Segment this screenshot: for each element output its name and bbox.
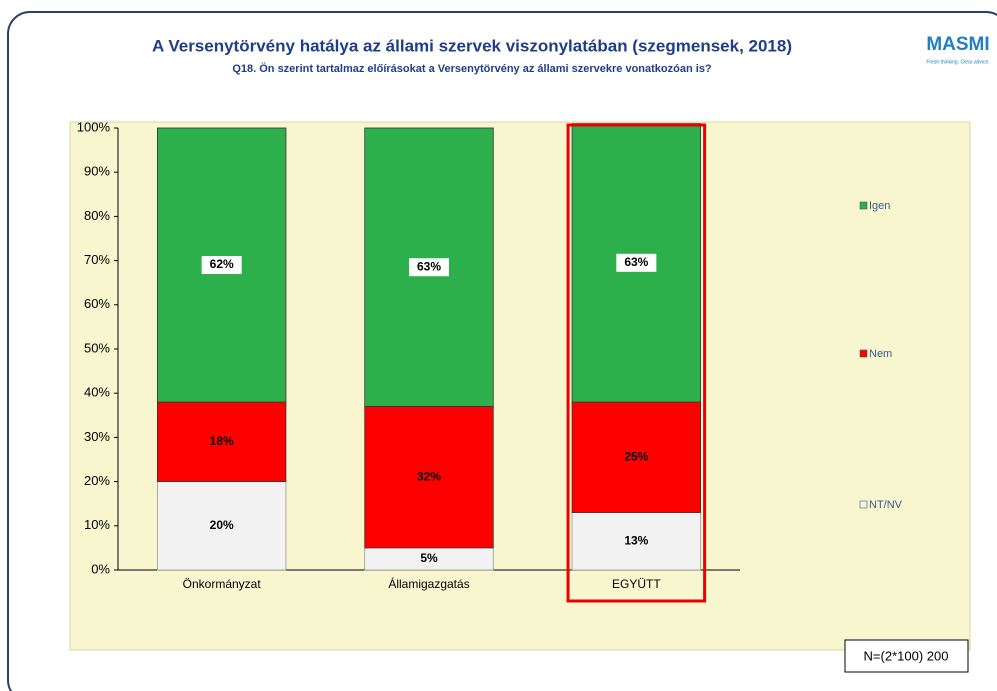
- bar-segment: [156, 481, 287, 571]
- chart-title: A Versenytörvény hatálya az állami szerv…: [152, 36, 792, 55]
- y-tick-label: 10%: [84, 517, 110, 532]
- x-tick-label: EGYÜTT: [612, 577, 661, 591]
- y-tick-label: 70%: [84, 252, 110, 267]
- data-label: 5%: [420, 551, 438, 565]
- data-label: 62%: [210, 257, 234, 271]
- data-label: 32%: [417, 469, 441, 483]
- y-tick-label: 50%: [84, 340, 110, 355]
- chart-subtitle: Q18. Ön szerint tartalmaz előírásokat a …: [232, 62, 712, 75]
- sample-box: [844, 639, 969, 673]
- y-tick-label: 100%: [77, 119, 111, 134]
- x-tick-label: Önkormányzat: [183, 577, 262, 591]
- label-box: [201, 256, 242, 275]
- bar-segment: [571, 512, 702, 571]
- legend-swatch: [859, 349, 868, 358]
- y-tick-label: 30%: [84, 429, 110, 444]
- y-tick-label: 0%: [91, 561, 110, 576]
- highlight-box: [566, 123, 707, 603]
- legend-label: Nem: [869, 348, 892, 360]
- legend-label: Igen: [869, 200, 890, 212]
- sample-note: N=(2*100) 200: [864, 648, 949, 663]
- brand-logo: MASMI: [926, 34, 989, 55]
- brand-tagline: Fresh thinking. Clear advice.: [926, 59, 989, 65]
- data-label: 25%: [624, 449, 648, 463]
- bar-segment: [364, 406, 494, 549]
- data-label: 13%: [624, 533, 648, 547]
- data-label: 18%: [210, 434, 234, 448]
- legend-swatch: [859, 500, 868, 509]
- y-tick-label: 40%: [84, 385, 110, 400]
- data-label: 63%: [417, 259, 441, 273]
- y-tick-label: 20%: [84, 473, 110, 488]
- data-label: 20%: [210, 518, 234, 532]
- label-box: [409, 258, 449, 277]
- y-tick-label: 60%: [84, 296, 110, 311]
- y-tick-label: 80%: [84, 208, 110, 223]
- legend-swatch: [859, 201, 868, 210]
- label-box: [616, 253, 657, 272]
- data-label: 63%: [624, 255, 648, 269]
- y-tick-label: 90%: [84, 164, 110, 179]
- bar-segment: [156, 401, 287, 483]
- x-tick-label: Államigazgatás: [388, 576, 469, 591]
- legend-label: NT/NV: [869, 499, 903, 511]
